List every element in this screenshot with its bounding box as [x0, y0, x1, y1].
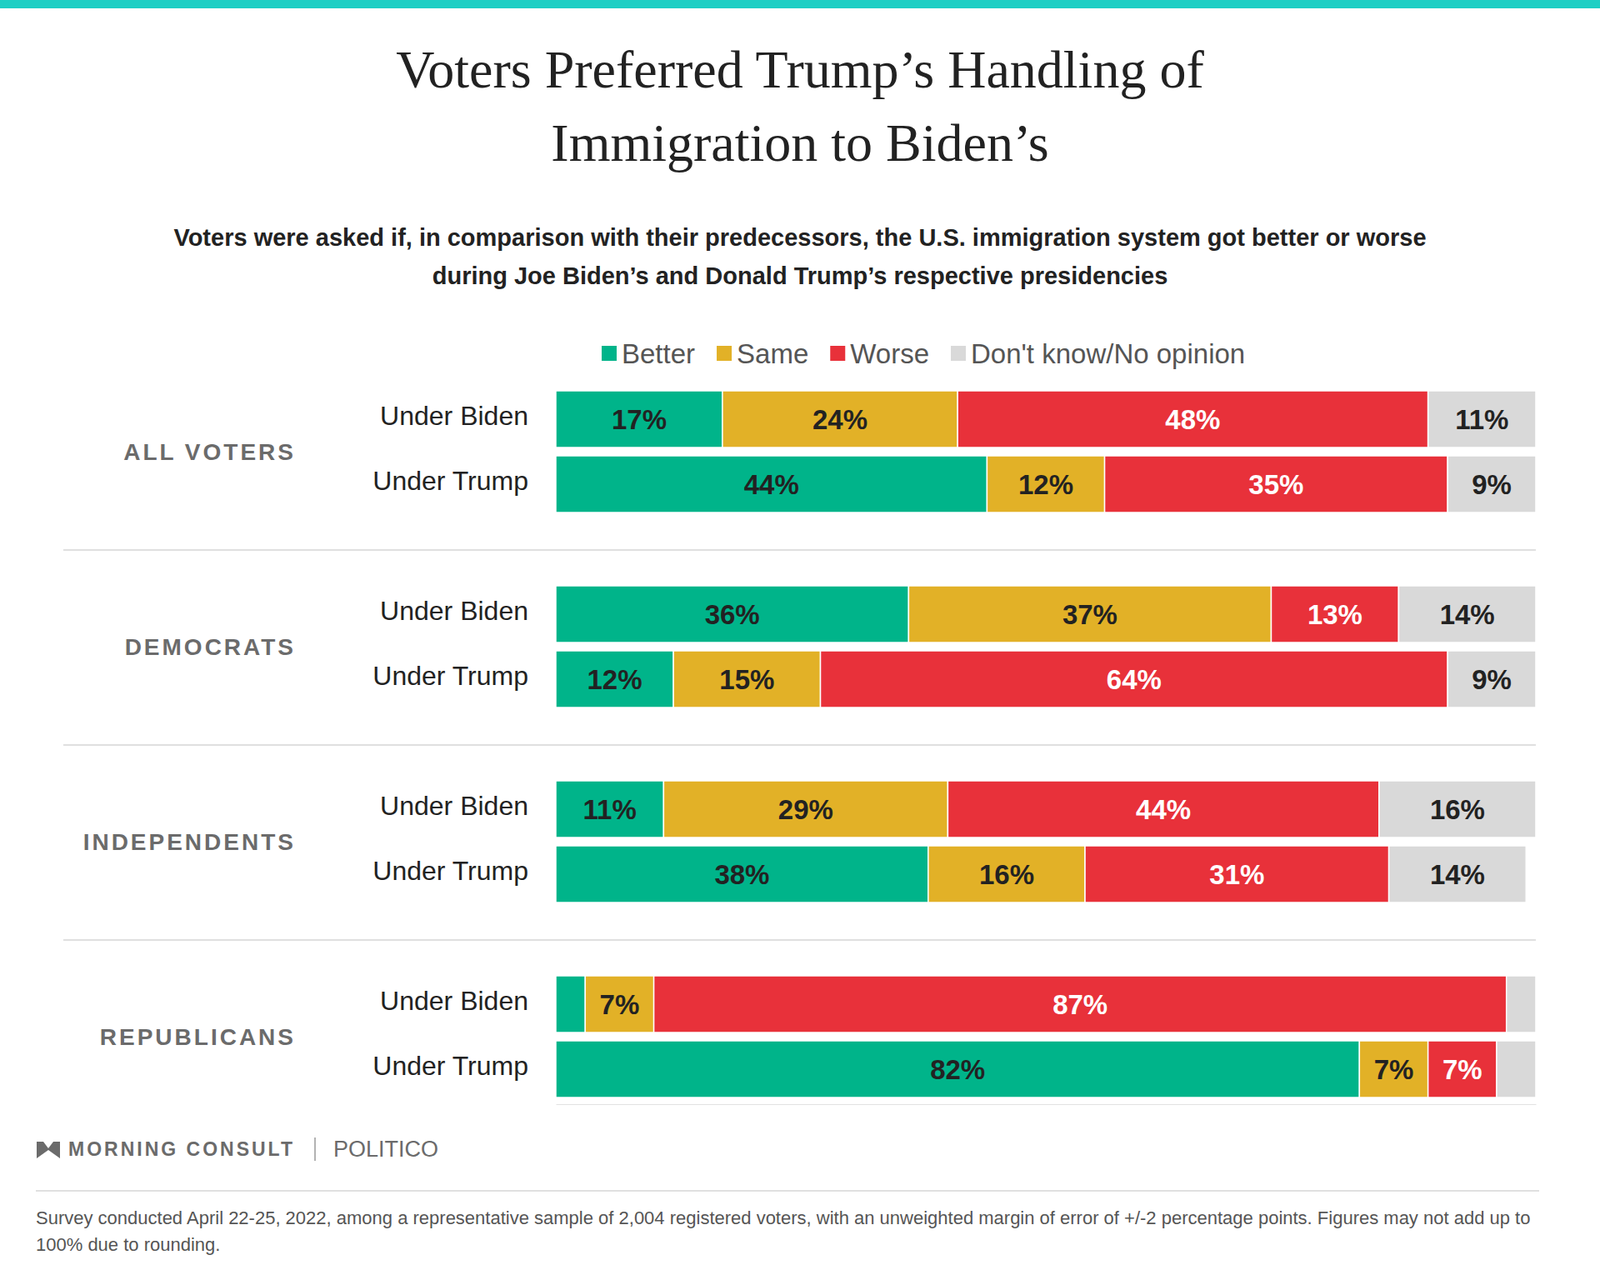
bar-segment: [957, 390, 1428, 448]
data-label: 35%: [1248, 469, 1304, 500]
bar-segment: [928, 845, 1085, 903]
data-label: 29%: [778, 794, 834, 825]
group-label: INDEPENDENTS: [83, 829, 296, 855]
group-label: DEMOCRATS: [125, 634, 296, 660]
data-label: 14%: [1440, 599, 1495, 630]
data-label: 7%: [1374, 1054, 1415, 1085]
title: Voters Preferred Trump’s Handling of Imm…: [383, 33, 1217, 180]
bar-segment: [1389, 845, 1527, 903]
bar-segment: [555, 1040, 1360, 1098]
chart: Better Same Worse Don't know/No opinion ALL …: [0, 0, 1600, 1280]
bar-segment: [1506, 975, 1536, 1033]
data-label: 12%: [587, 664, 643, 695]
x-axis: [556, 1104, 1537, 1105]
bar-segment: [1447, 455, 1536, 513]
legend-swatch: [950, 345, 966, 361]
data-label: 48%: [1165, 404, 1220, 435]
data-label: 15%: [719, 664, 775, 695]
data-labels: 17% 44% 36% 12% 11% 38% 82% 24% 12% 37% 15% 29% 16% 7…: [583, 404, 1512, 1085]
legend: Better Same Worse Don't know/No opinion: [601, 338, 1245, 370]
data-label: 44%: [744, 469, 800, 500]
bar-segment: [555, 975, 585, 1033]
group-separator: [63, 549, 1536, 551]
bar-segment: [555, 780, 664, 838]
bar-segment: [1428, 1040, 1497, 1098]
bar-segment: [1105, 455, 1449, 513]
data-label: 9%: [1471, 664, 1512, 695]
legend-swatch: [830, 345, 845, 361]
data-label: 31%: [1209, 859, 1265, 890]
bar-segment: [663, 780, 948, 838]
logo-icon: [36, 1141, 60, 1159]
row-label: Under Biden: [380, 790, 529, 821]
bar-segment: [1447, 650, 1536, 708]
top-bar: [0, 0, 1600, 9]
group-separator: [63, 939, 1536, 941]
bar-segment: [1270, 585, 1399, 643]
row-label: Under Biden: [380, 985, 529, 1016]
row-label: Under Trump: [372, 660, 529, 691]
bar-segment: [722, 390, 958, 448]
bar-segment: [820, 650, 1449, 708]
bar-segment: [986, 455, 1105, 513]
bar-segment: [555, 845, 929, 903]
bar-segment: [908, 585, 1271, 643]
bar-segment: [585, 975, 654, 1033]
data-label: 11%: [1455, 404, 1509, 435]
data-label: 11%: [583, 794, 637, 825]
data-label: 14%: [1430, 859, 1485, 890]
data-label: 24%: [812, 404, 868, 435]
x-axis-line: [556, 1104, 1537, 1105]
row-label: Under Trump: [372, 465, 529, 496]
bar-segment: [654, 975, 1507, 1033]
bars: [555, 390, 1536, 1098]
bar-segment: [555, 650, 674, 708]
data-label: 82%: [930, 1054, 985, 1085]
bar-segment: [1398, 585, 1536, 643]
data-label: 17%: [611, 404, 667, 435]
data-label: 12%: [1018, 469, 1074, 500]
bar-segment: [555, 585, 909, 643]
data-label: 38%: [714, 859, 770, 890]
data-label: 7%: [600, 989, 640, 1020]
source: MORNING CONSULT: [68, 1138, 295, 1160]
data-label: 64%: [1106, 664, 1162, 695]
legend-swatch: [716, 345, 732, 361]
bar-segment: [947, 780, 1379, 838]
data-label: 36%: [705, 599, 760, 630]
row-label: Under Trump: [372, 1050, 529, 1081]
bar-segment: [1085, 845, 1390, 903]
legend-swatch: [601, 345, 617, 361]
row-label: Under Biden: [380, 595, 529, 626]
publisher: POLITICO: [333, 1136, 439, 1162]
data-label: 37%: [1062, 599, 1118, 630]
data-label: 9%: [1471, 469, 1512, 500]
group-label: ALL VOTERS: [123, 439, 296, 465]
data-label: 16%: [1430, 794, 1485, 825]
data-label: 87%: [1052, 989, 1108, 1020]
data-label: 44%: [1135, 794, 1191, 825]
data-label: 13%: [1307, 599, 1363, 630]
legend-label: Don't know/No opinion: [970, 338, 1245, 370]
data-label: 7%: [1442, 1054, 1483, 1085]
bar-segment: [1428, 390, 1536, 448]
bar-segment: [555, 390, 723, 448]
data-label: 16%: [979, 859, 1035, 890]
bar-segment: [1379, 780, 1536, 838]
legend-label: Better: [621, 338, 695, 370]
group-separator: [63, 744, 1536, 746]
bar-segment: [555, 455, 987, 513]
subtitle: Voters were asked if, in comparison with…: [166, 218, 1434, 295]
bar-segment: [1359, 1040, 1428, 1098]
legend-label: Worse: [850, 338, 930, 370]
note: Survey conducted April 22-25, 2022, amon…: [35, 1205, 1536, 1259]
group-label: REPUBLICANS: [100, 1024, 296, 1050]
bar-segment: [673, 650, 820, 708]
row-label: Under Trump: [372, 855, 529, 886]
footer-rule: [35, 1190, 1540, 1192]
legend-label: Same: [736, 338, 809, 370]
bar-segment: [1496, 1040, 1536, 1098]
row-label: Under Biden: [380, 400, 529, 431]
footer-divider: [314, 1137, 316, 1161]
